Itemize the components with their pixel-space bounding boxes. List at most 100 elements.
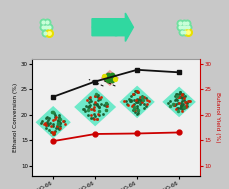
Point (106, 74, 109, 77)
Point (177, 107, 181, 110)
Point (103, 108, 107, 111)
Point (128, 100, 131, 103)
Point (179, 92, 182, 95)
Point (125, 103, 129, 106)
Point (167, 99, 171, 102)
Point (131, 107, 135, 110)
Point (123, 100, 127, 103)
Point (134, 99, 138, 102)
Point (45, 115, 48, 119)
Polygon shape (35, 106, 71, 139)
Point (135, 101, 139, 104)
Point (134, 100, 138, 103)
Point (132, 98, 135, 101)
Point (91, 118, 95, 121)
Point (174, 95, 178, 98)
Point (95, 104, 99, 107)
Point (86, 114, 90, 117)
Point (140, 99, 144, 102)
Point (89, 116, 93, 119)
Point (178, 105, 182, 108)
Point (173, 92, 177, 95)
Point (53, 115, 56, 118)
Point (44, 121, 47, 124)
Point (135, 91, 139, 94)
Point (180, 93, 183, 96)
Point (171, 104, 175, 107)
Point (51, 110, 55, 113)
Point (53, 129, 56, 132)
Point (135, 90, 138, 93)
Point (182, 97, 185, 100)
Point (57, 127, 61, 130)
Point (104, 105, 107, 108)
Point (129, 94, 133, 98)
Point (113, 78, 117, 81)
Point (95, 93, 99, 96)
Point (172, 103, 176, 106)
Point (46, 119, 50, 122)
Point (106, 79, 109, 82)
Point (147, 100, 150, 103)
Point (174, 93, 178, 96)
Point (87, 105, 90, 108)
Point (56, 127, 59, 130)
Point (182, 106, 185, 109)
Point (46, 123, 49, 126)
Point (95, 118, 99, 121)
Point (57, 114, 61, 117)
Point (89, 113, 93, 116)
Point (52, 113, 56, 116)
Point (135, 91, 139, 94)
Point (144, 102, 148, 105)
Point (133, 89, 137, 92)
Point (141, 106, 145, 109)
Point (127, 98, 131, 101)
Point (135, 90, 139, 93)
Point (176, 109, 179, 112)
Point (87, 106, 91, 109)
Point (122, 100, 126, 103)
Polygon shape (74, 88, 116, 126)
Point (44, 123, 48, 126)
Point (134, 98, 138, 101)
Point (52, 130, 55, 133)
Point (95, 112, 99, 115)
Point (98, 95, 102, 98)
Point (51, 133, 54, 136)
Point (104, 102, 108, 105)
Point (54, 127, 57, 130)
Point (84, 104, 88, 107)
Point (88, 100, 92, 103)
Point (50, 111, 54, 114)
Point (62, 120, 65, 123)
Point (93, 95, 97, 98)
Point (165, 102, 169, 105)
Point (183, 94, 186, 97)
Point (183, 104, 187, 107)
Point (172, 102, 175, 105)
Point (178, 104, 182, 107)
Point (176, 95, 180, 98)
Point (174, 97, 177, 100)
Point (96, 99, 100, 102)
Point (53, 118, 57, 121)
Point (130, 108, 134, 111)
Point (51, 125, 54, 128)
Point (91, 108, 95, 111)
Point (182, 106, 185, 109)
Point (174, 99, 178, 102)
Point (133, 108, 136, 112)
FancyArrow shape (92, 13, 133, 41)
Point (135, 89, 138, 92)
Point (86, 101, 90, 104)
Point (47, 128, 51, 131)
Point (96, 94, 99, 97)
Point (137, 103, 141, 106)
Point (129, 99, 132, 102)
Point (58, 122, 61, 125)
Point (102, 104, 105, 107)
Point (143, 105, 147, 108)
Point (175, 107, 179, 110)
Point (137, 98, 141, 101)
